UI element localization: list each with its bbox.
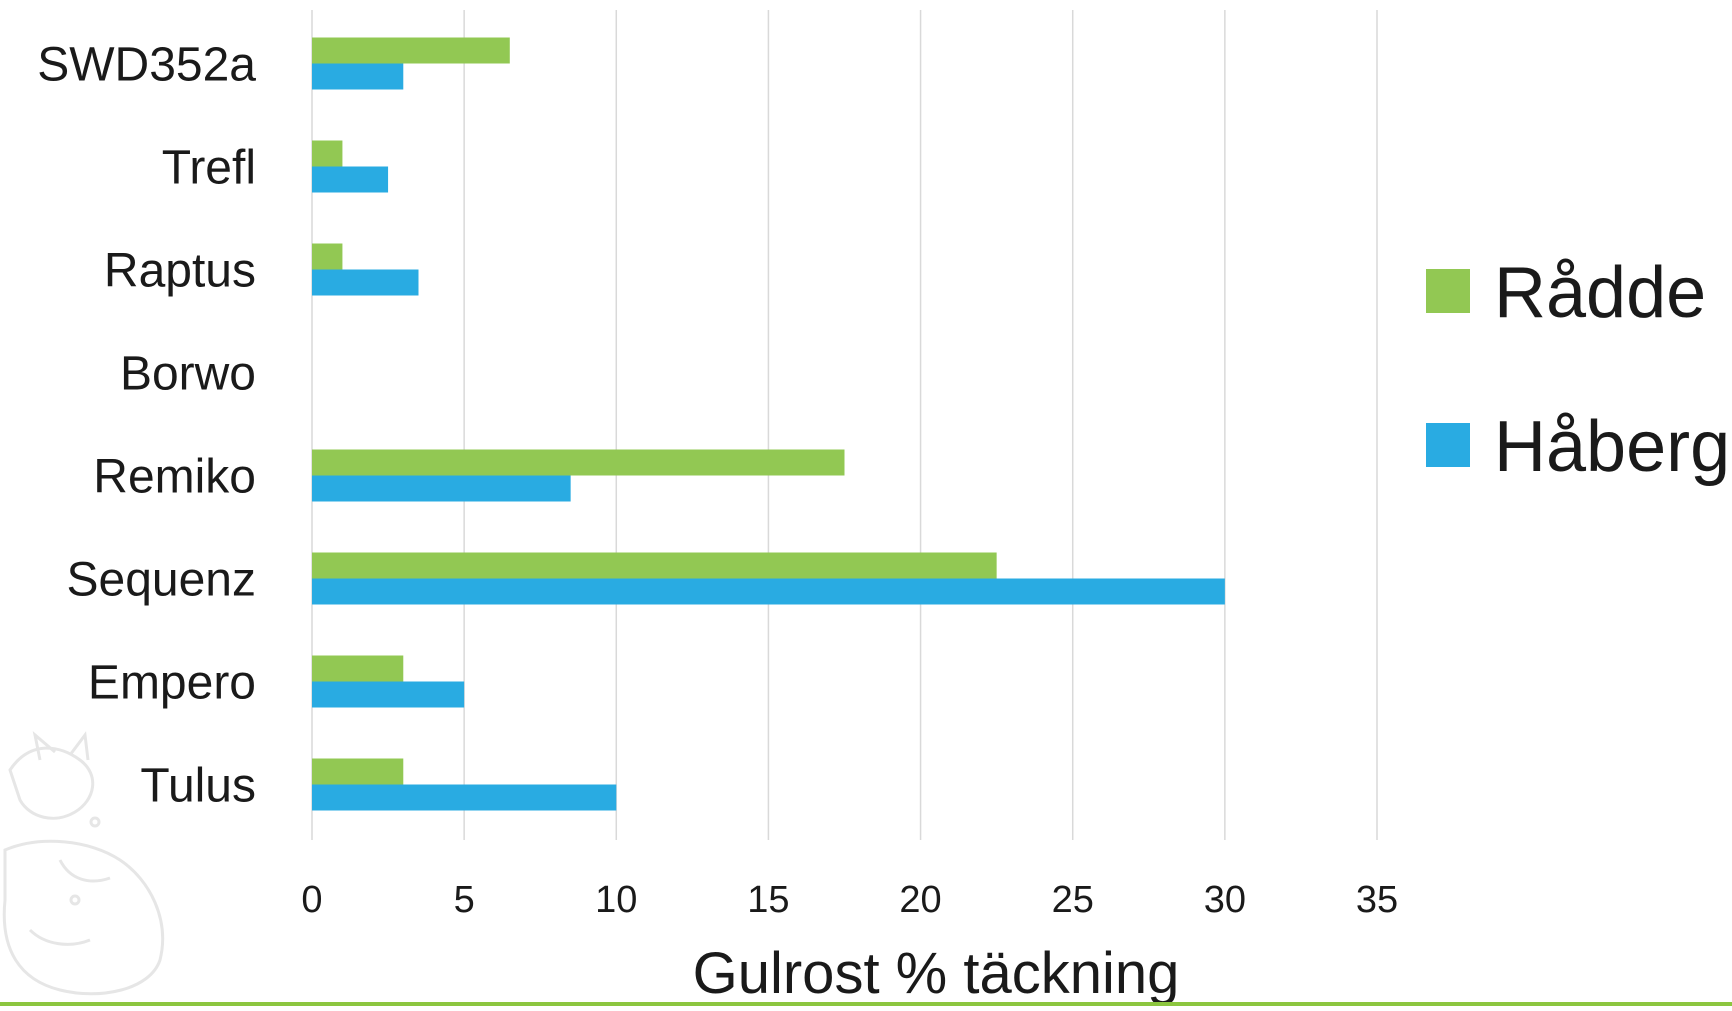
- legend-label: Håberg: [1494, 407, 1730, 487]
- x-tick-label: 5: [454, 879, 475, 921]
- bar-series-0: [312, 140, 343, 167]
- bar-series-0: [312, 243, 343, 270]
- x-tick-label: 25: [1052, 879, 1094, 921]
- bar-series-1: [312, 63, 404, 90]
- bar-series-1: [312, 166, 389, 193]
- bar-series-1: [312, 784, 617, 811]
- category-label: Tulus: [140, 760, 256, 813]
- category-label: Empero: [88, 657, 256, 710]
- legend-label: Rådde: [1494, 253, 1706, 333]
- bars: [312, 37, 1225, 811]
- watermark-sketch: [2, 731, 165, 996]
- bar-series-0: [312, 37, 510, 64]
- category-labels: SWD352a Trefl Raptus Borwo Remiko Sequenz Empe…: [37, 39, 256, 813]
- legend: Rådde Håberg: [1426, 253, 1730, 487]
- x-tick-label: 30: [1204, 879, 1246, 921]
- x-tick-label: 0: [301, 879, 322, 921]
- category-label: Trefl: [162, 142, 256, 195]
- legend-swatch: [1426, 423, 1470, 467]
- bar-series-0: [312, 552, 997, 579]
- category-label: Sequenz: [67, 554, 257, 607]
- x-axis-ticks: 0 5 10 15 20 25 30 35: [301, 879, 1398, 921]
- x-axis-title: Gulrost % täckning: [693, 941, 1180, 1006]
- bar-series-1: [312, 269, 419, 296]
- legend-swatch: [1426, 269, 1470, 313]
- x-tick-label: 15: [747, 879, 789, 921]
- bar-series-1: [312, 578, 1225, 605]
- bar-series-0: [312, 758, 404, 785]
- x-tick-label: 35: [1356, 879, 1398, 921]
- bar-series-1: [312, 681, 465, 708]
- x-tick-label: 20: [899, 879, 941, 921]
- category-label: Remiko: [93, 451, 256, 504]
- x-tick-label: 10: [595, 879, 637, 921]
- category-label: SWD352a: [37, 39, 256, 92]
- category-label: Raptus: [104, 245, 256, 298]
- grid-lines: [311, 10, 1378, 840]
- bar-series-0: [312, 655, 404, 682]
- bar-series-0: [312, 449, 845, 476]
- category-label: Borwo: [120, 348, 256, 401]
- bar-series-1: [312, 475, 571, 502]
